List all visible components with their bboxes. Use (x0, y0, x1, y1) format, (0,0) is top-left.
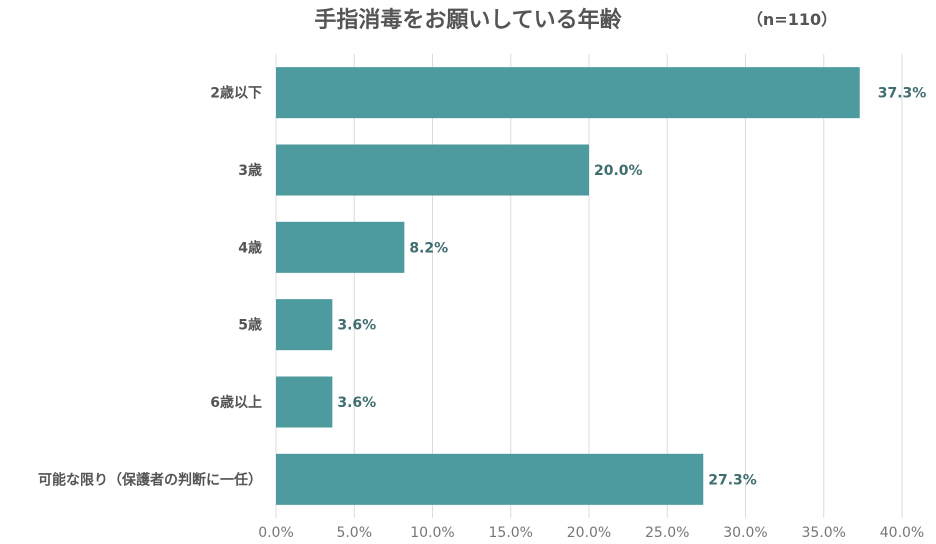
x-tick-label: 25.0% (645, 525, 689, 541)
bar (276, 221, 405, 273)
bars (276, 67, 860, 505)
x-tick-label: 40.0% (880, 525, 924, 541)
x-tick-label: 20.0% (567, 525, 611, 541)
bar (276, 299, 333, 351)
category-label: 3歳 (238, 162, 262, 179)
x-tick-label: 10.0% (410, 525, 454, 541)
chart-title: 手指消毒をお願いしている年齢 (314, 7, 622, 33)
data-label: 8.2% (409, 240, 448, 256)
bar (276, 453, 704, 505)
data-labels: 37.3% 20.0% 8.2% 3.6% 3.6% 27.3% (337, 86, 926, 489)
data-label: 3.6% (337, 318, 376, 334)
gridlines (275, 54, 903, 518)
category-label: 5歳 (238, 317, 262, 334)
x-tick-label: 5.0% (336, 525, 372, 541)
x-tick-label: 15.0% (489, 525, 533, 541)
data-label: 3.6% (337, 395, 376, 411)
category-label: 2歳以下 (210, 85, 262, 102)
x-tick-label: 35.0% (802, 525, 846, 541)
x-axis-ticks: 0.0% 5.0% 10.0% 15.0% 20.0% 25.0% 30.0% 35.0% 40… (258, 525, 924, 541)
bar (276, 67, 860, 119)
data-label: 20.0% (594, 163, 643, 179)
bar (276, 376, 333, 428)
category-label: 可能な限り（保護者の判断に一任） (38, 471, 262, 488)
data-label: 27.3% (708, 472, 757, 488)
category-label: 4歳 (238, 239, 262, 256)
category-label: 6歳以上 (210, 394, 262, 411)
sample-size-note: （n=110） (747, 10, 837, 29)
bar (276, 144, 589, 196)
x-tick-label: 0.0% (258, 525, 294, 541)
data-label: 37.3% (878, 86, 927, 102)
x-tick-label: 30.0% (723, 525, 767, 541)
